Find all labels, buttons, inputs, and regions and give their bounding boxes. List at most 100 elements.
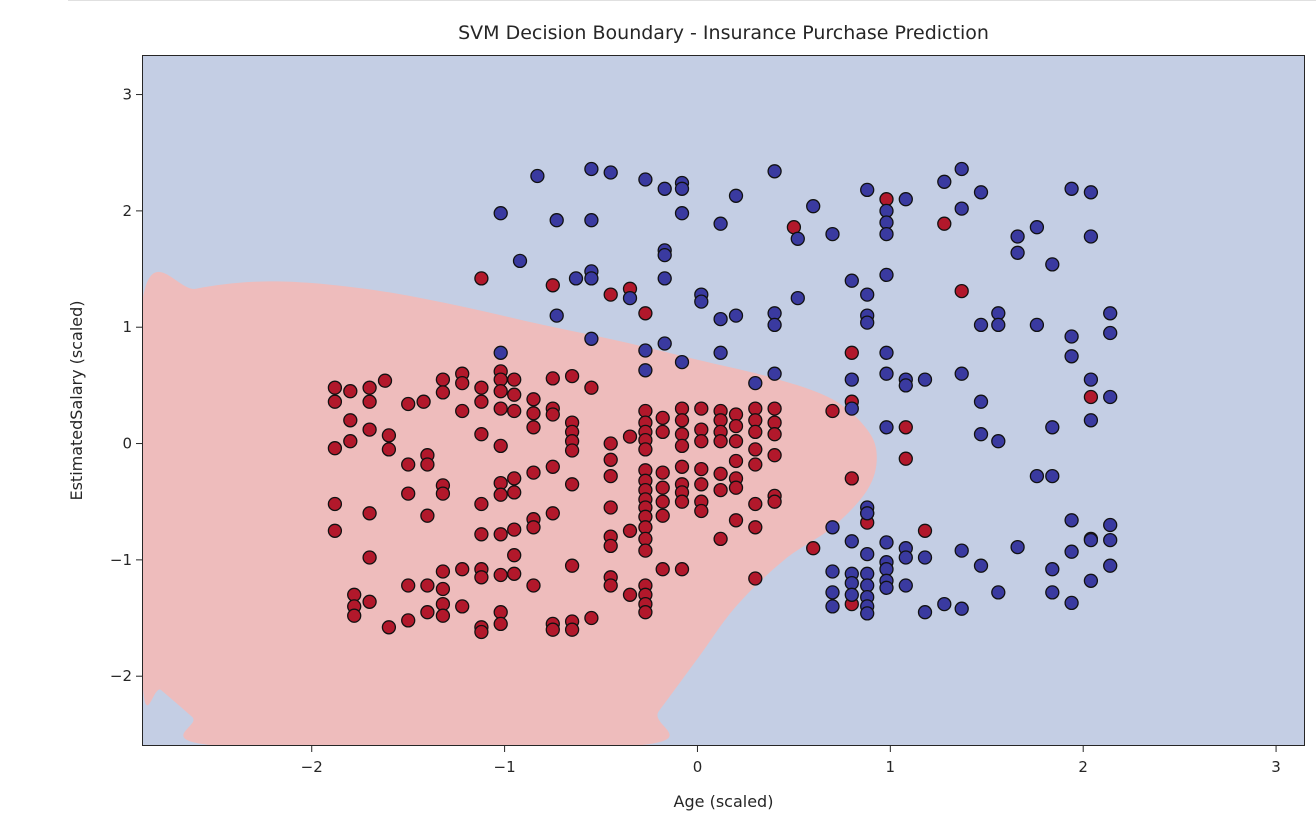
point-not-purchased (954, 161, 969, 177)
point-not-purchased (549, 213, 564, 228)
point-purchased (545, 459, 560, 474)
point-not-purchased (713, 216, 728, 231)
point-purchased (728, 434, 744, 449)
point-purchased (713, 466, 728, 481)
point-purchased (493, 384, 508, 399)
point-purchased (694, 434, 709, 449)
point-purchased (954, 283, 969, 299)
x-tick-label: 1 (886, 758, 896, 776)
point-not-purchased (973, 185, 989, 200)
point-purchased (767, 494, 782, 509)
point-not-purchased (767, 366, 782, 381)
point-purchased (507, 387, 522, 402)
point-not-purchased (1103, 532, 1118, 548)
point-not-purchased (844, 534, 859, 549)
point-not-purchased (879, 267, 894, 283)
point-purchased (655, 410, 670, 426)
point-purchased (526, 420, 541, 435)
point-purchased (713, 531, 728, 547)
x-tick-label: 3 (1271, 758, 1281, 776)
point-purchased (435, 385, 451, 400)
point-purchased (584, 380, 599, 395)
y-tick-label: 3 (122, 86, 132, 104)
point-purchased (526, 392, 541, 407)
point-not-purchased (657, 247, 672, 263)
point-not-purchased (898, 378, 913, 393)
y-axis: −2 −1 0 1 2 3 (110, 86, 142, 685)
point-not-purchased (844, 273, 859, 288)
point-purchased (748, 457, 763, 472)
point-purchased (526, 578, 541, 593)
point-purchased (767, 401, 782, 416)
point-not-purchased (1103, 306, 1118, 321)
point-purchased (603, 538, 618, 554)
point-purchased (435, 564, 451, 579)
point-purchased (377, 373, 393, 388)
point-purchased (898, 451, 913, 466)
point-not-purchased (1103, 517, 1118, 533)
point-purchased (401, 396, 416, 412)
point-purchased (493, 567, 508, 583)
point-purchased (362, 422, 377, 437)
point-not-purchased (584, 161, 599, 177)
point-purchased (622, 523, 638, 538)
point-not-purchased (1029, 468, 1045, 484)
top-divider (68, 0, 1316, 1)
point-purchased (493, 527, 508, 542)
point-purchased (526, 406, 541, 421)
point-purchased (825, 403, 840, 419)
point-purchased (1083, 389, 1099, 405)
point-purchased (655, 494, 670, 509)
point-purchased (343, 384, 358, 399)
y-tick-label: 1 (122, 318, 132, 336)
point-not-purchased (917, 550, 933, 565)
point-not-purchased (748, 375, 763, 391)
point-not-purchased (493, 206, 508, 221)
decision-region-purchased (142, 272, 877, 746)
point-not-purchased (1083, 229, 1099, 244)
point-purchased (767, 448, 782, 463)
point-not-purchased (1010, 539, 1025, 555)
point-purchased (362, 394, 377, 409)
y-tick-label: −1 (110, 551, 132, 569)
point-purchased (420, 578, 435, 593)
point-not-purchased (806, 199, 821, 214)
point-purchased (435, 581, 451, 597)
point-purchased (545, 407, 560, 422)
point-not-purchased (879, 420, 894, 435)
point-not-purchased (991, 585, 1006, 600)
point-purchased (327, 523, 343, 538)
point-purchased (493, 487, 508, 502)
point-not-purchased (674, 206, 690, 221)
point-purchased (401, 486, 416, 501)
point-purchased (401, 578, 416, 593)
point-not-purchased (657, 181, 672, 196)
plot-frame (142, 55, 1305, 746)
point-purchased (545, 278, 560, 293)
point-not-purchased (1103, 558, 1118, 573)
point-not-purchased (844, 575, 859, 591)
y-tick-label: 2 (122, 202, 132, 220)
point-purchased (584, 610, 599, 626)
point-not-purchased (1083, 185, 1099, 200)
point-not-purchased (549, 308, 564, 323)
point-not-purchased (844, 587, 859, 602)
point-not-purchased (1083, 532, 1099, 548)
point-not-purchased (973, 427, 989, 442)
point-purchased (638, 442, 653, 457)
point-not-purchased (991, 317, 1006, 333)
point-not-purchased (879, 345, 894, 360)
point-purchased (694, 477, 709, 492)
point-not-purchased (937, 596, 952, 612)
point-not-purchased (825, 564, 840, 579)
point-not-purchased (825, 599, 840, 614)
point-purchased (474, 380, 489, 395)
point-not-purchased (860, 606, 875, 621)
point-purchased (564, 477, 580, 492)
point-purchased (694, 461, 709, 477)
point-not-purchased (917, 372, 933, 387)
point-not-purchased (844, 401, 859, 416)
point-purchased (474, 427, 489, 442)
point-not-purchased (825, 585, 840, 600)
point-not-purchased (493, 345, 508, 360)
